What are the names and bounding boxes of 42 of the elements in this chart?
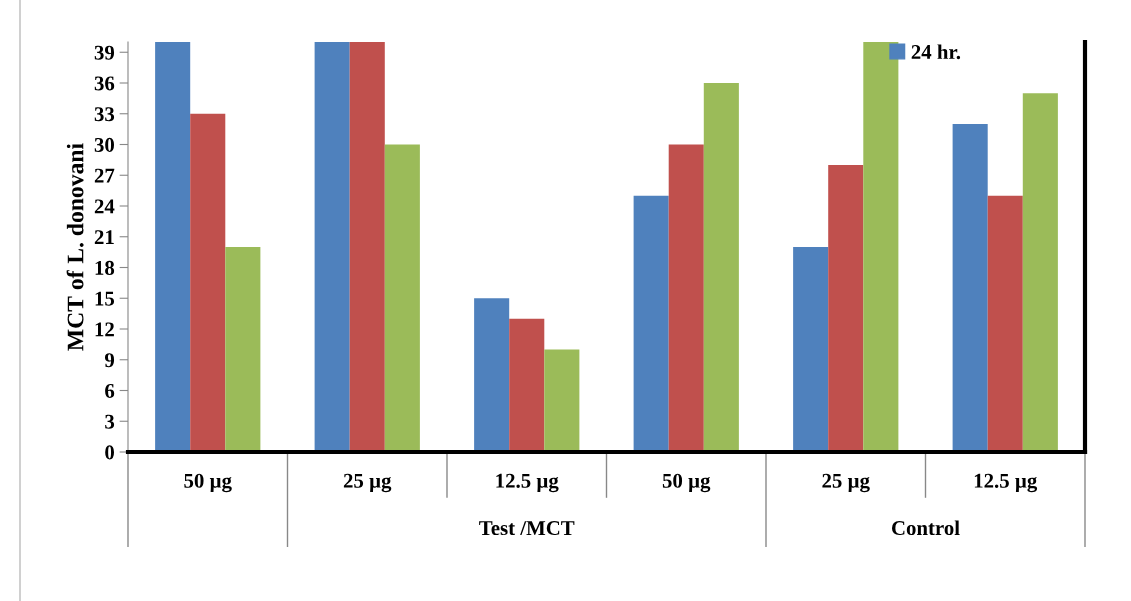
x-tick-label: 25 µg [822, 473, 870, 493]
y-tick-label: 24 [94, 199, 115, 214]
y-tick-label: 39 [94, 45, 115, 60]
y-tick-label: 33 [94, 107, 115, 122]
bar [349, 42, 385, 452]
y-axis-title: MCT of L. donovani [66, 143, 84, 351]
bar [314, 42, 350, 452]
legend-label: 24 hr. [911, 44, 961, 60]
bar [544, 349, 580, 452]
y-tick-label: 6 [105, 383, 115, 398]
x-tick-label: 50 µg [184, 473, 232, 493]
bar [384, 144, 420, 452]
bar [703, 83, 739, 452]
x-tick-label: 12.5 µg [974, 473, 1038, 493]
bar [828, 165, 864, 452]
x-tick-label: 25 µg [343, 473, 392, 493]
y-tick-label: 15 [95, 291, 115, 306]
y-tick-label: 9 [104, 353, 115, 368]
bar [633, 195, 669, 452]
bar [225, 247, 261, 452]
text: Control [891, 520, 960, 536]
bar [987, 195, 1023, 452]
x-tick-label: 12.5 µg [496, 473, 559, 493]
bar [474, 298, 510, 452]
y-tick-label: 18 [95, 260, 115, 275]
bar [190, 113, 226, 452]
bar [1022, 93, 1058, 452]
y-tick-label: 12 [95, 322, 114, 337]
bar [793, 247, 829, 452]
y-tick-label: 3 [105, 414, 115, 429]
bar [509, 318, 545, 452]
bar [155, 42, 191, 452]
bar [952, 124, 988, 452]
y-tick-label: 0 [105, 445, 115, 460]
bar [863, 42, 899, 452]
y-tick-label: 30 [94, 137, 115, 152]
y-tick-label: 21 [94, 230, 114, 244]
y-tick-label: 36 [94, 76, 115, 91]
text: Test /MCT [479, 521, 575, 536]
x-tick-label: 50 µg [662, 473, 711, 493]
y-tick-label: 27 [94, 168, 115, 183]
bar [668, 144, 704, 452]
